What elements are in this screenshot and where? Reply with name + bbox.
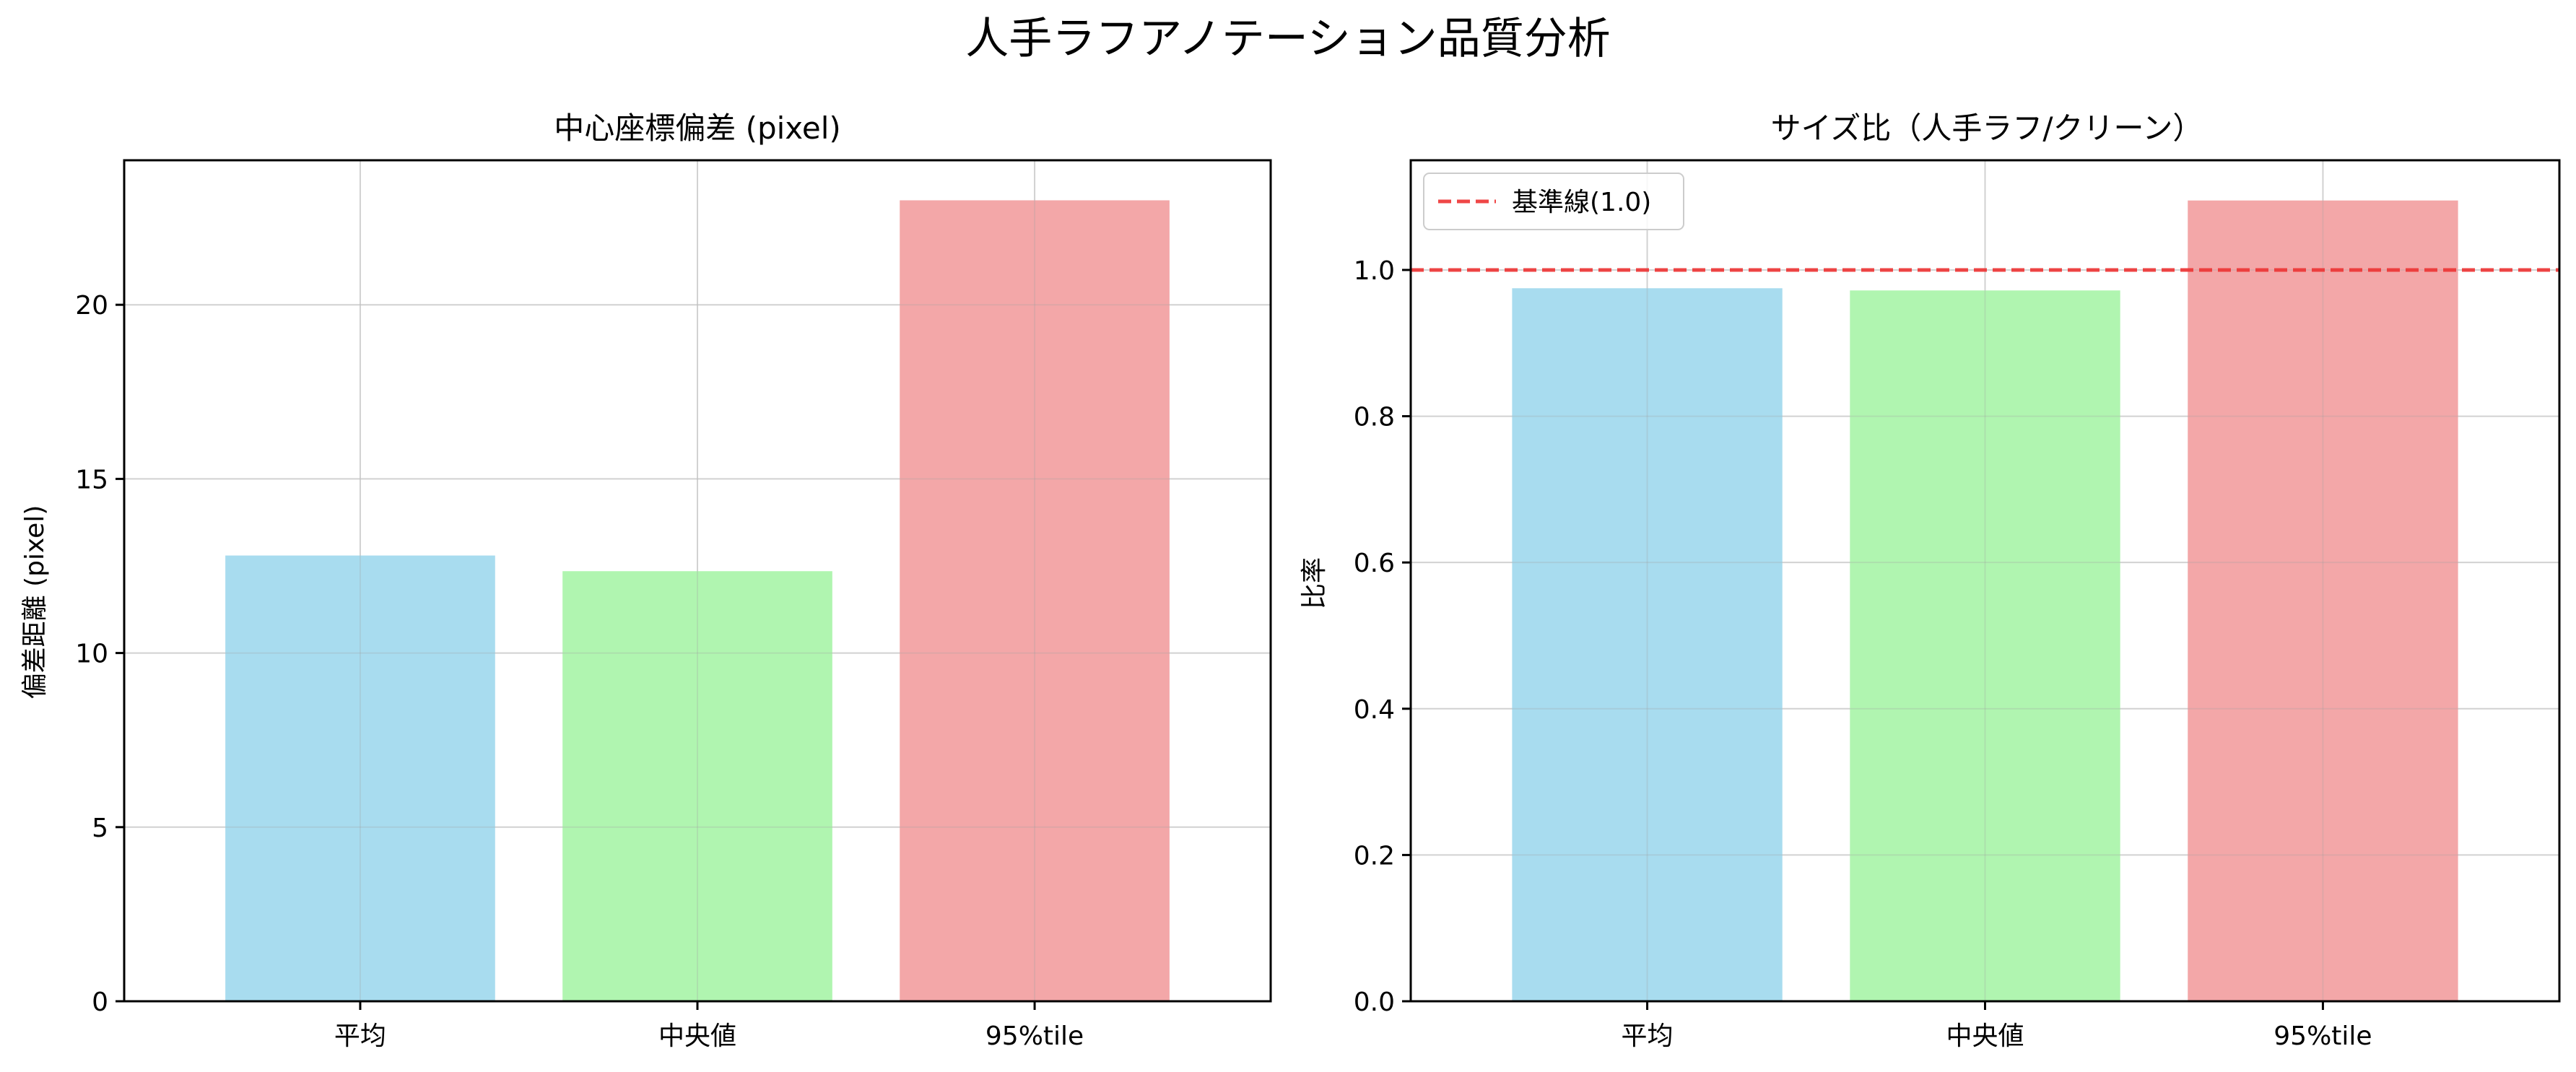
y-tick-label: 0.2 — [1354, 841, 1395, 871]
chart-title-center-deviation: 中心座標偏差 (pixel) — [554, 110, 841, 146]
bar-3 — [2188, 200, 2458, 1001]
y-tick-label: 0.4 — [1354, 695, 1395, 725]
chart-center-deviation: 中心座標偏差 (pixel) 0 5 10 15 20 平均 中央値 95%tile 偏差距離… — [20, 110, 1272, 1051]
chart-title-size-ratio: サイズ比（人手ラフ/クリーン） — [1771, 110, 2203, 146]
plot-area-size-ratio: 0.0 0.2 0.4 0.6 0.8 1.0 平均 中央値 95%tile 基準線(1.0) — [1354, 159, 2561, 1051]
y-tick-label: 0.8 — [1354, 403, 1395, 432]
x-tick-label: 95%tile — [2273, 1021, 2372, 1051]
y-tick-label: 10 — [75, 640, 108, 669]
bar-2 — [1850, 290, 2120, 1001]
x-tick-label: 中央値 — [658, 1021, 736, 1051]
x-tick-label: 95%tile — [985, 1021, 1084, 1051]
y-tick-label: 5 — [92, 814, 108, 843]
legend: 基準線(1.0) — [1423, 173, 1684, 230]
bar-1 — [225, 555, 495, 1001]
y-axis-label-size-ratio: 比率 — [1300, 557, 1329, 609]
bar-3 — [900, 200, 1170, 1001]
legend-label: 基準線(1.0) — [1512, 188, 1651, 217]
x-tick-label: 平均 — [1622, 1021, 1674, 1051]
bar-2 — [562, 571, 832, 1001]
bar-1 — [1512, 288, 1783, 1002]
y-tick-label: 0.6 — [1354, 549, 1395, 578]
chart-size-ratio: サイズ比（人手ラフ/クリーン） 0.0 0.2 0.4 0.6 0.8 1.0 平均 中央値 9… — [1300, 110, 2561, 1051]
y-axis-label-center-deviation: 偏差距離 (pixel) — [20, 505, 50, 700]
y-tick-label: 0 — [92, 988, 108, 1017]
plot-area-center-deviation: 0 5 10 15 20 平均 中央値 95%tile — [75, 159, 1272, 1051]
x-tick-label: 中央値 — [1946, 1021, 2024, 1051]
x-tick-label: 平均 — [334, 1021, 386, 1051]
figure-title: 人手ラフアノテーション品質分析 — [965, 14, 1610, 64]
y-tick-label: 20 — [75, 291, 108, 321]
y-tick-label: 1.0 — [1354, 256, 1395, 286]
legend-box — [1423, 173, 1684, 230]
y-tick-label: 0.0 — [1354, 988, 1395, 1017]
y-tick-label: 15 — [75, 465, 108, 494]
